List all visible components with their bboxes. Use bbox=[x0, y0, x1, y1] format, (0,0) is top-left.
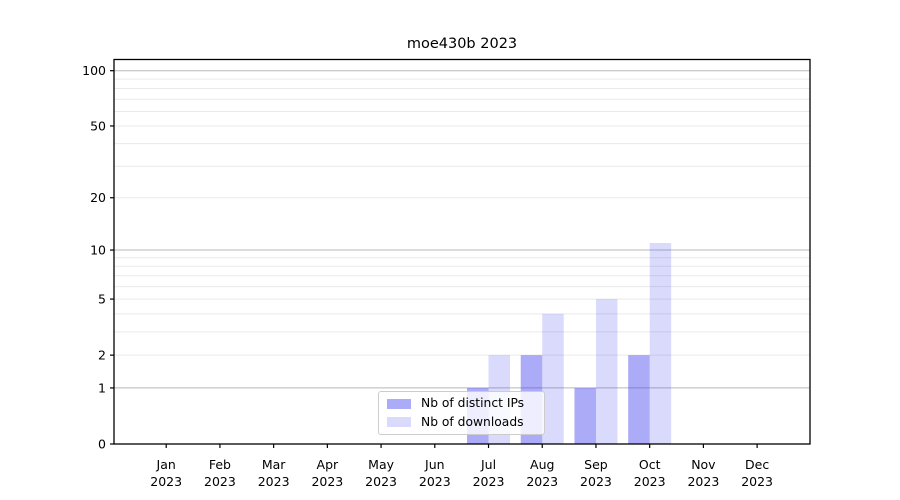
legend-label-downloads: Nb of downloads bbox=[421, 414, 524, 429]
x-tick-label-month: Jun bbox=[424, 457, 445, 472]
legend-swatch-downloads bbox=[387, 417, 411, 428]
legend-swatch-distinct-ips bbox=[387, 398, 411, 409]
x-tick-label-month: Nov bbox=[691, 457, 716, 472]
y-tick-label: 2 bbox=[98, 348, 106, 363]
x-tick-label-year: 2023 bbox=[311, 474, 343, 489]
y-tick-label: 20 bbox=[90, 190, 106, 205]
y-tick-label: 100 bbox=[82, 63, 106, 78]
x-tick-label-year: 2023 bbox=[741, 474, 773, 489]
legend: Nb of distinct IPs Nb of downloads bbox=[378, 391, 545, 435]
legend-item-downloads: Nb of downloads bbox=[387, 414, 536, 430]
y-tick-label: 1 bbox=[98, 380, 106, 395]
x-tick-label-month: Sep bbox=[584, 457, 608, 472]
x-tick-label-year: 2023 bbox=[150, 474, 182, 489]
x-tick-label-year: 2023 bbox=[526, 474, 558, 489]
x-tick-label-month: Feb bbox=[209, 457, 231, 472]
x-tick-label-month: Apr bbox=[317, 457, 339, 472]
x-tick-label-year: 2023 bbox=[634, 474, 666, 489]
bar-downloads bbox=[542, 313, 564, 444]
y-tick-label: 0 bbox=[98, 437, 106, 452]
y-tick-label: 10 bbox=[90, 243, 106, 258]
x-tick-label-year: 2023 bbox=[365, 474, 397, 489]
x-tick-label-month: May bbox=[368, 457, 394, 472]
bar-downloads bbox=[595, 299, 618, 444]
x-tick-label-year: 2023 bbox=[258, 474, 290, 489]
x-tick-label-month: Jul bbox=[480, 457, 496, 472]
x-tick-label-year: 2023 bbox=[204, 474, 236, 489]
legend-item-distinct-ips: Nb of distinct IPs bbox=[387, 395, 536, 411]
x-tick-label-month: Mar bbox=[262, 457, 286, 472]
x-tick-label-month: Dec bbox=[745, 457, 769, 472]
x-tick-label-year: 2023 bbox=[473, 474, 505, 489]
legend-label-distinct-ips: Nb of distinct IPs bbox=[421, 395, 525, 410]
y-tick-label: 50 bbox=[90, 118, 106, 133]
y-tick-label: 5 bbox=[98, 292, 106, 307]
bar-distinct-ips bbox=[628, 355, 650, 444]
chart-title: moe430b 2023 bbox=[406, 36, 518, 52]
x-tick-label-month: Jan bbox=[156, 457, 176, 472]
x-tick-label-month: Aug bbox=[530, 457, 554, 472]
x-tick-label-year: 2023 bbox=[687, 474, 719, 489]
plot-frame bbox=[113, 58, 811, 445]
x-tick-label-month: Oct bbox=[639, 457, 661, 472]
bar-downloads bbox=[649, 243, 672, 444]
x-tick-label-year: 2023 bbox=[419, 474, 451, 489]
bar-distinct-ips bbox=[574, 387, 596, 444]
x-tick-label-year: 2023 bbox=[580, 474, 612, 489]
